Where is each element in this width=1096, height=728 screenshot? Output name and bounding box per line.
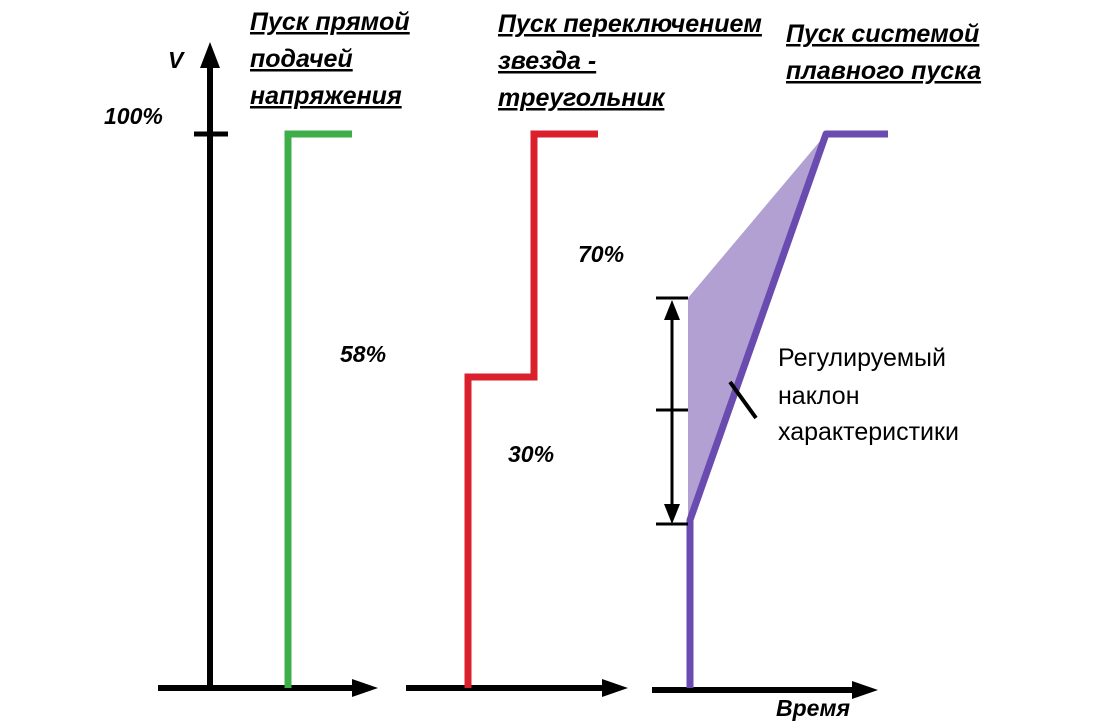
title-soft-start: Пуск системой плавного пуска	[786, 20, 981, 85]
note-line-1: Регулируемый	[778, 344, 946, 372]
title-soft-start-line-2: плавного пуска	[786, 57, 981, 85]
title-soft-start-line-1: Пуск системой	[786, 20, 979, 48]
note-line-3: характеристики	[778, 418, 959, 446]
adjustment-range-arrow	[656, 296, 688, 526]
note-line-2: наклон	[778, 382, 860, 410]
x-axis-arrow-3	[852, 681, 878, 699]
x-axis-arrow-1	[352, 679, 378, 697]
x-axis-label: Время	[776, 695, 850, 721]
title-direct-line-1: Пуск прямой	[250, 8, 410, 36]
adjustable-slope-note: Регулируемый наклон характеристики	[778, 344, 959, 446]
label-70-percent: 70%	[578, 241, 624, 267]
label-100-percent: 100%	[104, 103, 163, 129]
x-axis-arrow-2	[602, 679, 628, 697]
label-58-percent: 58%	[340, 341, 386, 367]
title-direct-start: Пуск прямой подачей напряжения	[250, 8, 410, 110]
label-30-percent: 30%	[508, 441, 554, 467]
slope-pointer-line	[728, 380, 758, 420]
title-star-delta-line-2: звезда -	[498, 47, 596, 75]
star-delta-curve	[464, 130, 598, 688]
soft-start-curve	[686, 130, 888, 688]
axes	[158, 42, 878, 699]
title-star-delta: Пуск переключением звезда - треугольник	[498, 10, 762, 112]
y-axis-label: V	[168, 47, 185, 73]
y-axis-arrow	[200, 42, 220, 68]
title-star-delta-line-3: треугольник	[498, 84, 666, 112]
title-direct-line-2: подачей	[250, 45, 353, 73]
title-star-delta-line-1: Пуск переключением	[498, 10, 762, 38]
direct-start-curve	[284, 130, 352, 688]
title-direct-line-3: напряжения	[250, 82, 402, 110]
